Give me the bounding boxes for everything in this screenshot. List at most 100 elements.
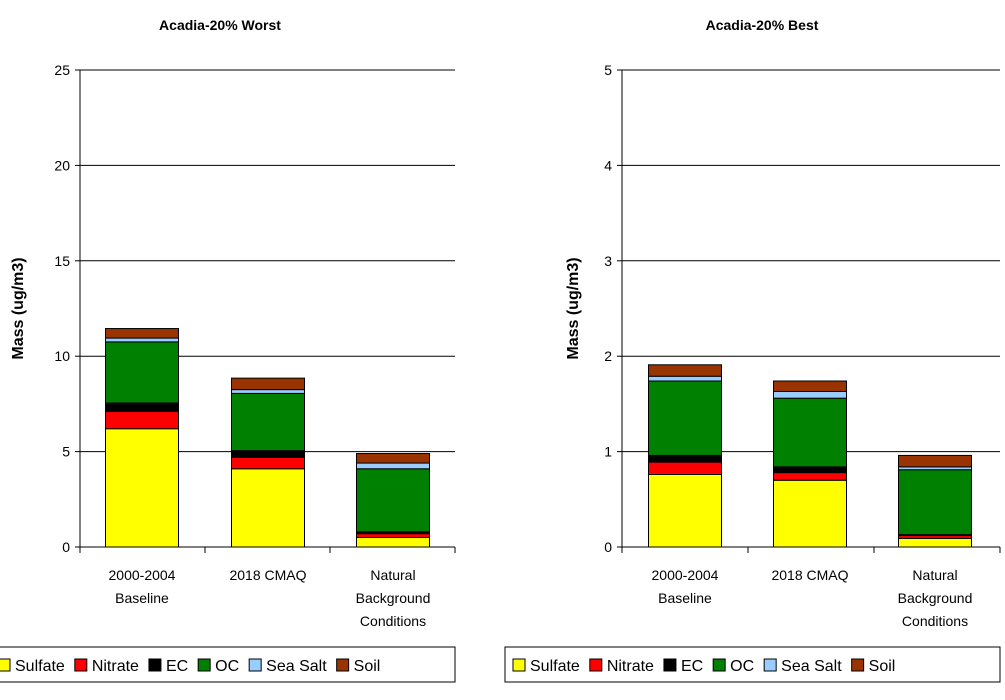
chart-best-days: Acadia-20% Best 0 1 2 3 4 5 2000-2004 Baseline 20… bbox=[565, 17, 1001, 629]
x-category-label: 2018 CMAQ bbox=[229, 567, 306, 583]
bar-segment-sulfate bbox=[105, 428, 179, 548]
bar-segment-soil bbox=[898, 454, 972, 468]
bar-segment-nitrate bbox=[648, 461, 722, 475]
legend-swatch bbox=[589, 658, 603, 672]
legend-swatch bbox=[248, 658, 262, 672]
y-tick-label: 4 bbox=[604, 157, 612, 173]
chart-title: Acadia-20% Worst bbox=[159, 17, 281, 33]
bar-segment-soil bbox=[773, 380, 847, 392]
y-axis-label: Mass (ug/m3) bbox=[565, 257, 582, 359]
bar-segment-sea-salt bbox=[648, 375, 722, 382]
legend-entry-sea-salt: Sea Salt bbox=[763, 658, 842, 675]
x-category-label: 2018 CMAQ bbox=[771, 567, 848, 583]
legend-label: Soil bbox=[869, 658, 896, 675]
bar-segment-soil bbox=[356, 453, 430, 464]
bar-segment-soil bbox=[648, 364, 722, 377]
bar-segment-oc bbox=[356, 468, 430, 533]
y-axis-label: Mass (ug/m3) bbox=[10, 257, 27, 359]
y-tick-label: 25 bbox=[54, 62, 70, 78]
legend-best-days: Sulfate Nitrate EC OC Sea Salt Soil bbox=[504, 646, 1001, 683]
legend-swatch bbox=[0, 658, 11, 672]
legend-box bbox=[504, 646, 1001, 683]
x-category-label: 2000-2004 bbox=[652, 567, 719, 583]
legend-label: Sulfate bbox=[15, 658, 65, 675]
y-tick-label: 1 bbox=[604, 444, 612, 460]
legend-entry-sulfate: Sulfate bbox=[512, 658, 580, 675]
legend-label: Nitrate bbox=[92, 658, 139, 675]
x-category-label: 2000-2004 bbox=[109, 567, 176, 583]
legend-entry-nitrate: Nitrate bbox=[74, 658, 139, 675]
bar-segment-nitrate bbox=[231, 456, 305, 470]
y-tick-label: 20 bbox=[54, 157, 70, 173]
legend-entry-sulfate: Sulfate bbox=[0, 658, 65, 675]
bar-segment-sea-salt bbox=[773, 390, 847, 399]
legend-swatch bbox=[197, 658, 211, 672]
bar-segment-oc bbox=[231, 392, 305, 452]
x-category-label: Conditions bbox=[902, 613, 968, 629]
legend-label: EC bbox=[166, 658, 188, 675]
bar-segment-oc bbox=[648, 380, 722, 456]
y-tick-label: 2 bbox=[604, 348, 612, 364]
x-category-label: Baseline bbox=[658, 590, 712, 606]
legend-swatch bbox=[712, 658, 726, 672]
legend-swatch bbox=[763, 658, 777, 672]
bar-segment-ec bbox=[231, 450, 305, 458]
legend-swatch bbox=[663, 658, 677, 672]
bar-segment-sulfate bbox=[648, 473, 722, 548]
legend-swatch bbox=[74, 658, 88, 672]
y-tick-label: 5 bbox=[604, 62, 612, 78]
x-category-label: Background bbox=[356, 590, 431, 606]
legend-entry-oc: OC bbox=[197, 658, 239, 675]
bar-segment-ec bbox=[773, 466, 847, 474]
bar-segment-ec bbox=[105, 402, 179, 413]
legend-label: OC bbox=[730, 658, 754, 675]
bar-segment-sulfate bbox=[898, 537, 972, 548]
x-category-label: Natural bbox=[912, 567, 957, 583]
bar-segment-nitrate bbox=[105, 411, 179, 430]
bar-segment-oc bbox=[773, 397, 847, 468]
legend-label: EC bbox=[681, 658, 703, 675]
y-tick-label: 5 bbox=[62, 444, 70, 460]
legend-label: Nitrate bbox=[607, 658, 654, 675]
bar-segment-sulfate bbox=[231, 468, 305, 548]
x-category-label: Conditions bbox=[360, 613, 426, 629]
legend-label: Sea Salt bbox=[266, 658, 327, 675]
bar-segment-ec bbox=[648, 454, 722, 463]
y-tick-label: 0 bbox=[604, 539, 612, 555]
bar-segment-soil bbox=[105, 328, 179, 339]
bar-segment-sea-salt bbox=[105, 337, 179, 343]
y-tick-label: 3 bbox=[604, 253, 612, 269]
legend-entry-nitrate: Nitrate bbox=[589, 658, 654, 675]
legend-swatch bbox=[851, 658, 865, 672]
legend-label: OC bbox=[215, 658, 239, 675]
legend-worst-days: Sulfate Nitrate EC OC Sea Salt Soil bbox=[0, 646, 456, 683]
y-tick-label: 10 bbox=[54, 348, 70, 364]
bar-segment-oc bbox=[105, 341, 179, 404]
legend-entry-sea-salt: Sea Salt bbox=[248, 658, 327, 675]
legend-entry-oc: OC bbox=[712, 658, 754, 675]
y-tick-label: 15 bbox=[54, 253, 70, 269]
legend-label: Sulfate bbox=[530, 658, 580, 675]
chart-title: Acadia-20% Best bbox=[706, 17, 819, 33]
x-category-label: Natural bbox=[370, 567, 415, 583]
legend-label: Soil bbox=[354, 658, 381, 675]
legend-swatch bbox=[512, 658, 526, 672]
legend-entry-soil: Soil bbox=[336, 658, 381, 675]
bar-segment-nitrate bbox=[773, 472, 847, 481]
legend-label: Sea Salt bbox=[781, 658, 842, 675]
legend-swatch bbox=[336, 658, 350, 672]
legend-entry-ec: EC bbox=[663, 658, 703, 675]
bar-segment-sea-salt bbox=[356, 462, 430, 470]
bar-segment-sulfate bbox=[356, 536, 430, 548]
bar-segment-nitrate bbox=[356, 533, 430, 538]
x-category-label: Baseline bbox=[115, 590, 169, 606]
bar-segment-sulfate bbox=[773, 479, 847, 548]
legend-swatch bbox=[148, 658, 162, 672]
legend-entry-soil: Soil bbox=[851, 658, 896, 675]
chart-worst-days: Acadia-20% Worst 0 5 10 15 20 25 2000-2004 Basel… bbox=[10, 17, 456, 629]
bar-segment-oc bbox=[898, 469, 972, 536]
bar-segment-sea-salt bbox=[231, 389, 305, 394]
bar-segment-soil bbox=[231, 377, 305, 391]
y-tick-label: 0 bbox=[62, 539, 70, 555]
